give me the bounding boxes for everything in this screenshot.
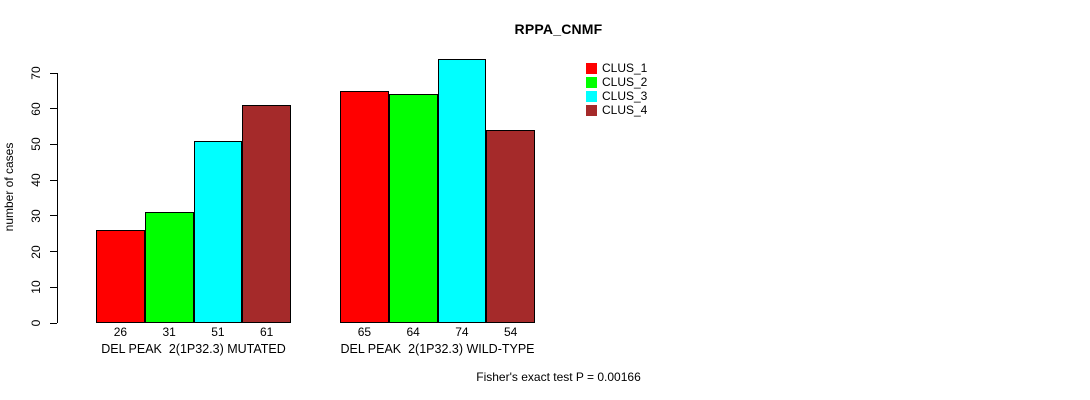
y-axis-line (57, 73, 58, 323)
y-tick-label: 0 (29, 319, 43, 327)
bar-value-label: 31 (162, 325, 176, 339)
bar-clus_2-group2 (388, 94, 438, 323)
y-tick (50, 143, 57, 145)
bar-clus_1-group1 (96, 230, 145, 323)
legend-swatch-clus_3 (586, 90, 597, 102)
legend-item: CLUS_3 (586, 89, 647, 103)
bar-value-label: 64 (406, 325, 420, 339)
y-tick-label: 50 (29, 137, 43, 152)
chart-title: RPPA_CNMF (514, 21, 603, 37)
bar-value-label: 26 (113, 325, 128, 339)
legend-label: CLUS_1 (602, 61, 648, 75)
y-tick-label: 30 (29, 209, 43, 223)
y-tick (50, 286, 57, 288)
bar-value-label: 65 (357, 325, 372, 339)
legend-item: CLUS_4 (586, 103, 647, 117)
legend: CLUS_1 CLUS_2 CLUS_3 CLUS_4 (586, 61, 647, 117)
group-label: DEL PEAK 2(1P32.3) MUTATED (101, 342, 286, 356)
y-tick-label: 20 (29, 244, 43, 259)
legend-swatch-clus_4 (586, 104, 597, 116)
legend-label: CLUS_2 (602, 75, 648, 89)
legend-item: CLUS_1 (586, 61, 647, 75)
legend-swatch-clus_2 (586, 76, 597, 88)
bar-value-label: 61 (259, 325, 274, 339)
y-tick (50, 322, 57, 324)
bar-value-label: 51 (211, 325, 225, 339)
bar-clus_4-group2 (486, 130, 535, 323)
y-axis-title: number of cases (2, 142, 16, 232)
y-tick-label: 60 (29, 102, 43, 116)
y-tick-label: 40 (29, 173, 43, 187)
bar-value-label: 54 (503, 325, 518, 339)
y-tick-label: 10 (29, 280, 43, 294)
bar-value-label: 74 (455, 325, 469, 339)
y-tick (50, 251, 57, 253)
legend-swatch-clus_1 (586, 62, 597, 74)
y-tick (50, 179, 57, 181)
bar-clus_3-group2 (437, 58, 487, 323)
group-label: DEL PEAK 2(1P32.3) WILD-TYPE (340, 342, 535, 356)
bar-clus_1-group2 (340, 90, 389, 323)
annotation-text: Fisher's exact test P = 0.00166 (476, 370, 641, 384)
bar-clus_3-group1 (193, 140, 243, 323)
y-tick (50, 215, 57, 217)
y-tick (50, 72, 57, 74)
legend-label: CLUS_4 (602, 103, 648, 117)
bar-clus_4-group1 (242, 105, 291, 323)
y-tick-label: 70 (29, 66, 43, 80)
bar-clus_2-group1 (144, 212, 194, 323)
legend-item: CLUS_2 (586, 75, 647, 89)
legend-label: CLUS_3 (602, 89, 648, 103)
y-tick (50, 108, 57, 110)
